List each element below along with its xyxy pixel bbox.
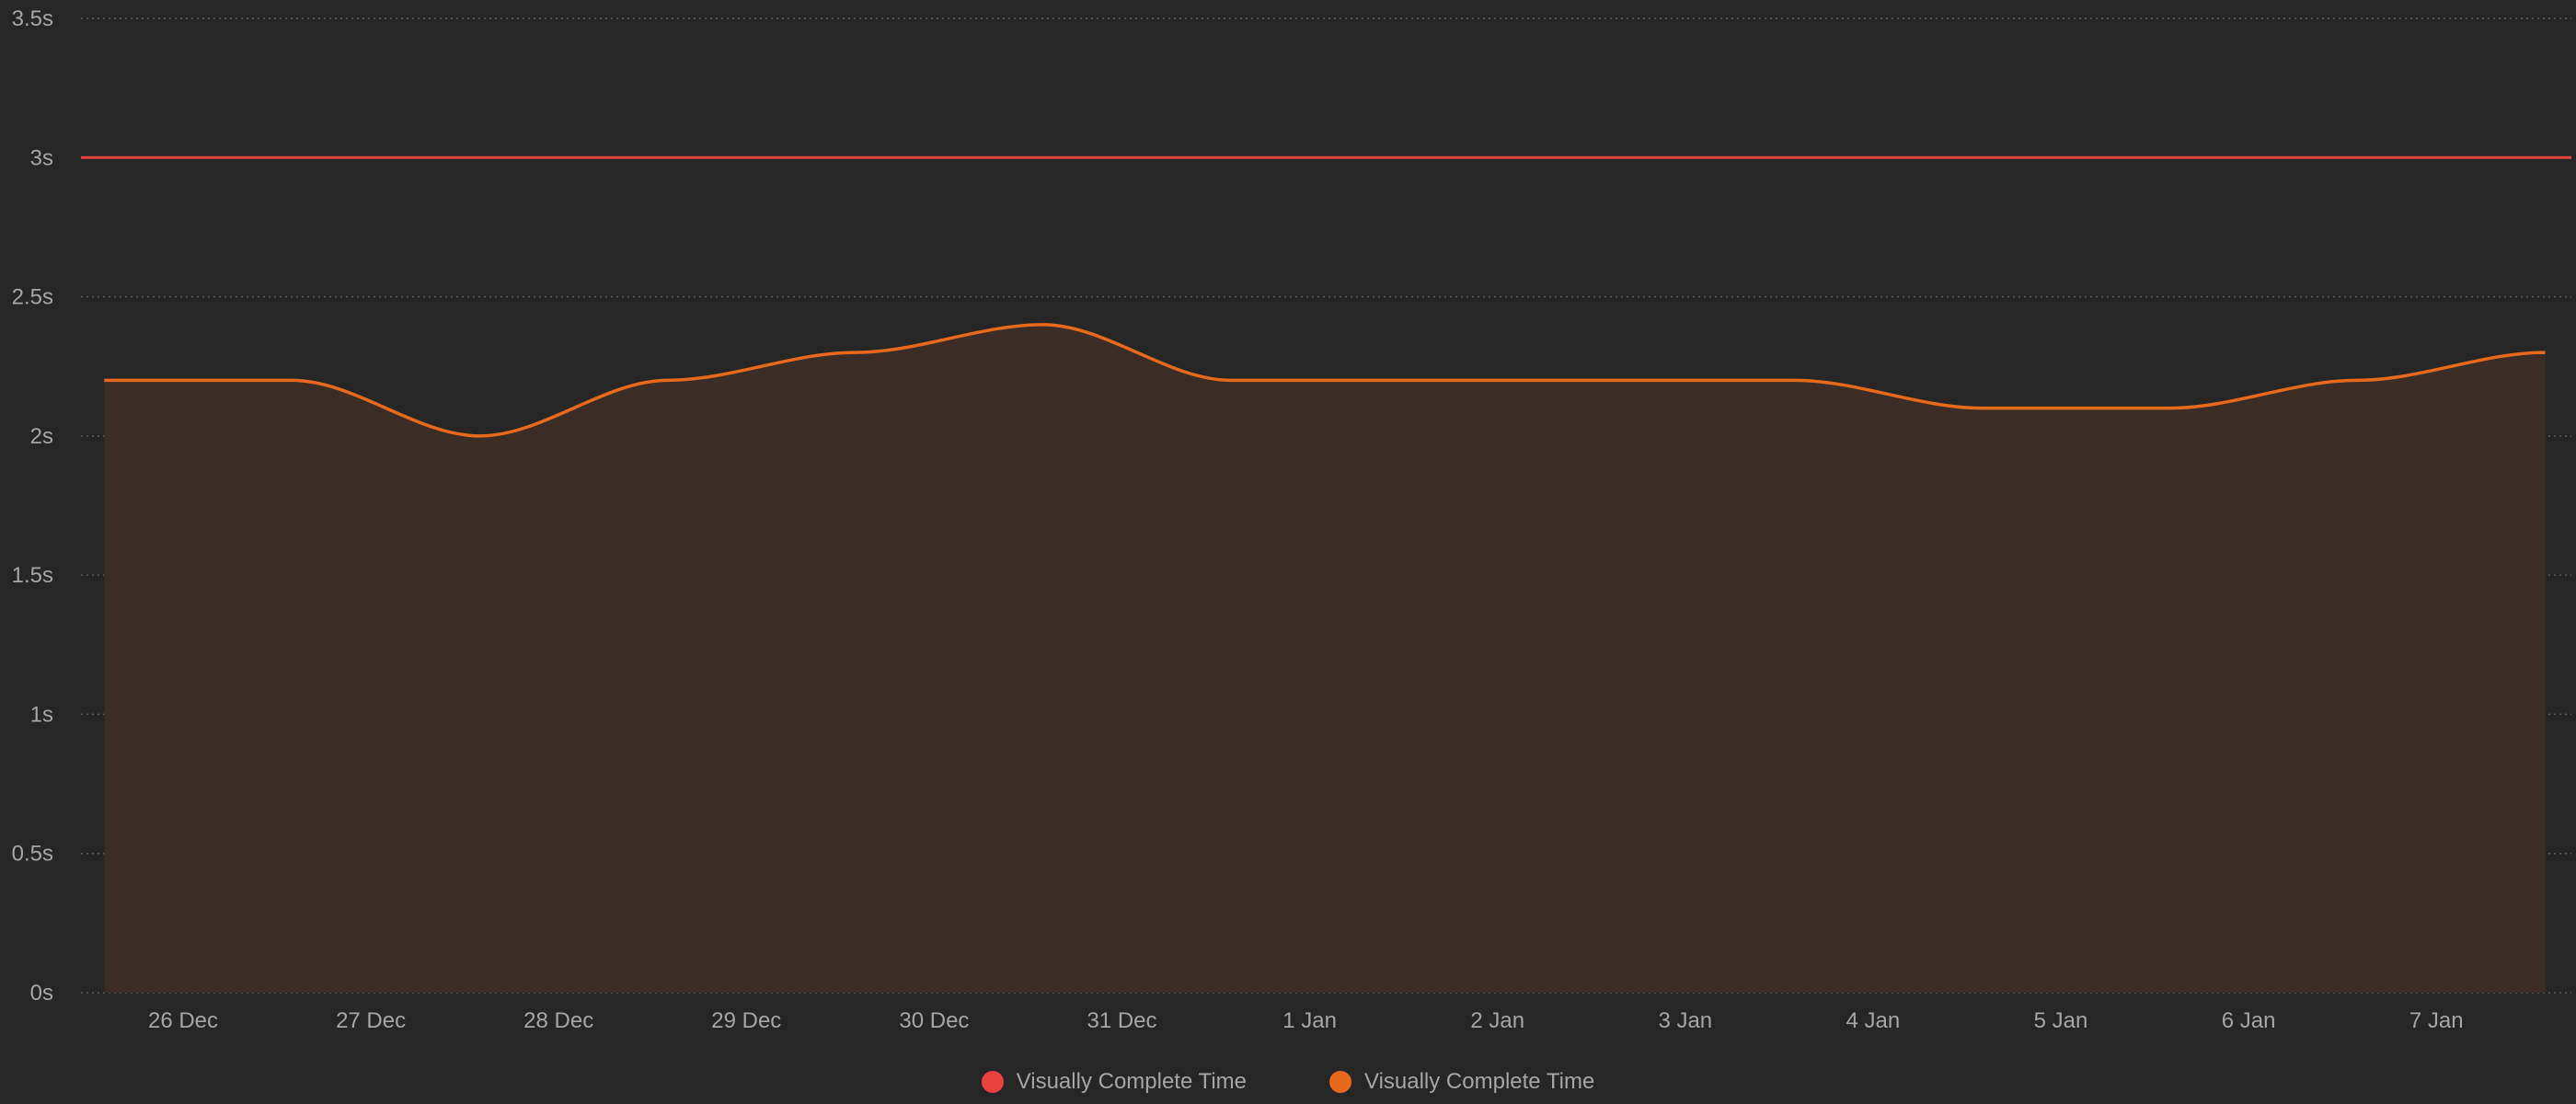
x-tick-label: 4 Jan	[1846, 1008, 1901, 1033]
legend-label: Visually Complete Time	[1364, 1069, 1595, 1094]
series-line-visually-complete-time	[104, 323, 2546, 438]
x-tick-label: 6 Jan	[2222, 1008, 2276, 1033]
x-tick-label: 7 Jan	[2409, 1008, 2464, 1033]
y-tick-label: 1.5s	[12, 563, 53, 588]
x-tick-label: 31 Dec	[1087, 1008, 1156, 1033]
y-tick-label: 3s	[30, 145, 53, 170]
area-fill	[104, 324, 2546, 993]
x-axis-ticks: 26 Dec 27 Dec 28 Dec 29 Dec 30 Dec 31 Dec 1 Ja…	[148, 1008, 2464, 1033]
y-axis-ticks: 0s 0.5s 1s 1.5s 2s 2.5s 3s 3.5s	[12, 6, 53, 1006]
legend-label: Visually Complete Time	[1016, 1069, 1247, 1094]
x-tick-label: 2 Jan	[1470, 1008, 1524, 1033]
y-tick-label: 2s	[30, 424, 53, 449]
y-tick-label: 3.5s	[12, 6, 53, 31]
x-tick-label: 26 Dec	[148, 1008, 218, 1033]
y-tick-label: 0s	[30, 981, 53, 1006]
legend: Visually Complete Time Visually Complete…	[0, 1064, 2576, 1100]
x-tick-label: 29 Dec	[711, 1008, 781, 1033]
x-tick-label: 5 Jan	[2034, 1008, 2088, 1033]
legend-dot-red-icon	[981, 1071, 1004, 1093]
y-tick-label: 0.5s	[12, 842, 53, 867]
y-tick-label: 2.5s	[12, 285, 53, 310]
legend-item-series[interactable]: Visually Complete Time	[1329, 1069, 1594, 1095]
x-tick-label: 1 Jan	[1282, 1008, 1337, 1033]
x-tick-label: 28 Dec	[523, 1008, 593, 1033]
x-tick-label: 3 Jan	[1658, 1008, 1712, 1033]
x-tick-label: 30 Dec	[899, 1008, 969, 1033]
y-tick-label: 1s	[30, 702, 53, 727]
legend-dot-orange-icon	[1329, 1071, 1351, 1093]
legend-item-threshold[interactable]: Visually Complete Time	[981, 1069, 1247, 1095]
x-tick-label: 27 Dec	[336, 1008, 406, 1033]
area-chart: 0s 0.5s 1s 1.5s 2s 2.5s 3s 3.5s 26 Dec 27 Dec 28 D…	[12, 6, 2571, 1033]
